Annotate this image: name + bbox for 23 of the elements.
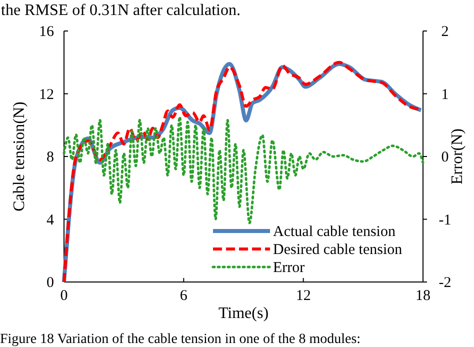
y-tick-label: 4: [46, 212, 54, 228]
legend-label: Error: [273, 260, 305, 276]
line-series: [62, 116, 424, 224]
x-tick-label: 6: [180, 288, 188, 304]
x-tick-label: 12: [296, 288, 311, 304]
y2-tick-label: -2: [438, 275, 452, 291]
y2-tick-label: 2: [441, 24, 449, 40]
y-tick-label: 16: [39, 24, 54, 40]
y-axis-title: Cable tension(N): [11, 102, 28, 212]
y2-axis-title: Error(N): [449, 128, 466, 184]
legend-label: Actual cable tension: [273, 224, 396, 240]
y2-tick-label: -1: [438, 212, 452, 228]
y-tick-label: 12: [39, 86, 54, 103]
legend-label: Desired cable tension: [273, 242, 403, 258]
y-tick-label: 0: [46, 275, 54, 291]
y-tick-label: 8: [46, 150, 54, 166]
x-axis-title: Time(s): [218, 305, 269, 322]
x-tick-label: 18: [416, 288, 430, 304]
x-tick-label: 0: [60, 288, 68, 304]
y2-tick-label: 1: [441, 86, 449, 103]
caption: Figure 18 Variation of the cable tension in one of the 8 modules:: [0, 332, 361, 347]
y2-tick-label: 0: [441, 150, 449, 166]
text: the RMSE of 0.31N after calculation.: [1, 2, 240, 19]
